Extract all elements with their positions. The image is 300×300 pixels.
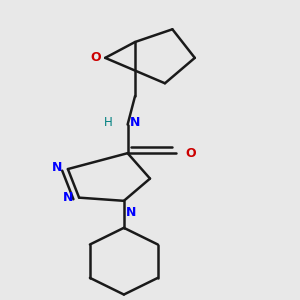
- Text: O: O: [91, 51, 101, 64]
- Text: N: N: [126, 206, 136, 219]
- Text: N: N: [130, 116, 140, 130]
- Text: H: H: [104, 116, 113, 130]
- Text: N: N: [52, 161, 62, 174]
- Text: N: N: [63, 191, 74, 204]
- Text: O: O: [185, 147, 196, 160]
